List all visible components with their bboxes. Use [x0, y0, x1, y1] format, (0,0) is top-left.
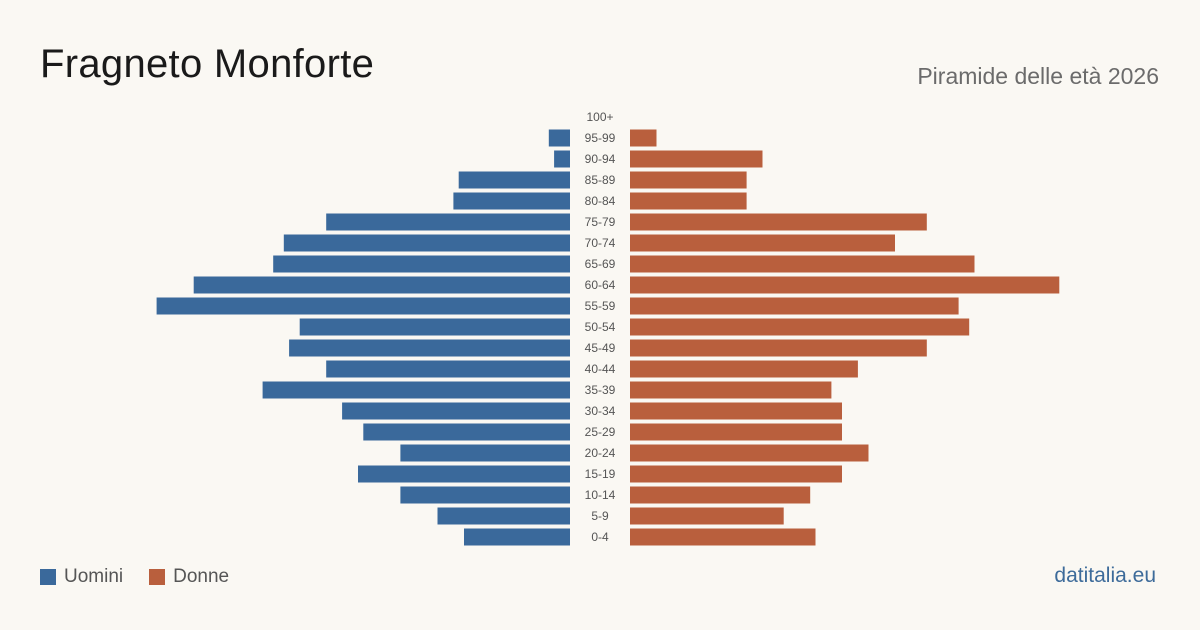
chart-subtitle: Piramide delle età 2026 — [917, 63, 1159, 89]
bar-male-95-99 — [548, 129, 570, 147]
tick-label-75-79: 75-79 — [585, 215, 616, 229]
bar-female-85-89 — [630, 171, 747, 189]
tick-label-60-64: 60-64 — [585, 278, 616, 292]
bar-female-20-24 — [630, 444, 869, 462]
tick-label-0-4: 0-4 — [591, 530, 609, 544]
bar-female-70-74 — [630, 234, 895, 252]
bar-female-0-4 — [630, 528, 816, 546]
tick-label-65-69: 65-69 — [585, 257, 616, 271]
bar-male-25-29 — [363, 423, 570, 441]
legend-swatch-male — [40, 569, 56, 585]
page-title: Fragneto Monforte — [40, 42, 375, 86]
legend-label-female: Donne — [173, 566, 230, 587]
tick-label-15-19: 15-19 — [585, 467, 616, 481]
legend-swatch-female — [149, 569, 166, 585]
bar-male-90-94 — [554, 150, 570, 168]
bar-female-40-44 — [630, 360, 858, 378]
tick-label-30-34: 30-34 — [585, 404, 616, 418]
tick-label-85-89: 85-89 — [585, 173, 616, 187]
tick-label-5-9: 5-9 — [591, 509, 609, 523]
bar-female-80-84 — [630, 192, 747, 210]
tick-label-45-49: 45-49 — [585, 341, 616, 355]
tick-label-35-39: 35-39 — [585, 383, 616, 397]
bar-female-50-54 — [630, 318, 970, 336]
tick-label-55-59: 55-59 — [585, 299, 616, 313]
bar-male-60-64 — [193, 276, 570, 294]
bar-male-80-84 — [453, 192, 570, 210]
bar-male-0-4 — [464, 528, 570, 546]
bar-female-45-49 — [630, 339, 927, 357]
bar-male-35-39 — [262, 381, 570, 399]
tick-label-100+: 100+ — [586, 110, 613, 124]
bar-female-5-9 — [630, 507, 784, 525]
bar-male-55-59 — [156, 297, 570, 315]
tick-label-10-14: 10-14 — [585, 488, 616, 502]
legend-item-female: Donne — [149, 566, 229, 588]
bar-female-55-59 — [630, 297, 959, 315]
tick-label-20-24: 20-24 — [585, 446, 616, 460]
bar-male-70-74 — [283, 234, 570, 252]
tick-label-25-29: 25-29 — [585, 425, 616, 439]
bar-female-25-29 — [630, 423, 842, 441]
legend: Uomini Donne — [40, 566, 255, 588]
tick-label-70-74: 70-74 — [585, 236, 616, 250]
bar-female-75-79 — [630, 213, 927, 231]
bar-male-15-19 — [358, 465, 570, 483]
bar-female-10-14 — [630, 486, 811, 504]
bar-male-45-49 — [289, 339, 570, 357]
source-link[interactable]: datitalia.eu — [1054, 564, 1156, 587]
bar-male-20-24 — [400, 444, 570, 462]
bar-male-75-79 — [326, 213, 570, 231]
bar-female-35-39 — [630, 381, 832, 399]
tick-label-95-99: 95-99 — [585, 131, 616, 145]
bar-female-95-99 — [630, 129, 657, 147]
bar-male-85-89 — [458, 171, 570, 189]
legend-item-male: Uomini — [40, 566, 123, 588]
bar-male-40-44 — [326, 360, 570, 378]
bar-female-60-64 — [630, 276, 1060, 294]
bar-female-65-69 — [630, 255, 975, 273]
legend-label-male: Uomini — [64, 566, 124, 587]
bar-male-65-69 — [273, 255, 570, 273]
bar-male-30-34 — [342, 402, 570, 420]
bar-male-5-9 — [437, 507, 570, 525]
bar-male-10-14 — [400, 486, 570, 504]
tick-label-40-44: 40-44 — [585, 362, 616, 376]
bar-female-30-34 — [630, 402, 842, 420]
tick-label-50-54: 50-54 — [585, 320, 616, 334]
bar-male-50-54 — [299, 318, 570, 336]
bar-female-90-94 — [630, 150, 763, 168]
tick-label-80-84: 80-84 — [585, 194, 616, 208]
bar-female-15-19 — [630, 465, 842, 483]
tick-label-90-94: 90-94 — [585, 152, 616, 166]
